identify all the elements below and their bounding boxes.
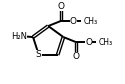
Text: CH₃: CH₃: [99, 38, 113, 47]
Text: S: S: [36, 50, 41, 59]
Text: O: O: [70, 16, 77, 26]
Text: CH₃: CH₃: [84, 16, 98, 26]
Text: O: O: [72, 52, 80, 61]
Text: H₂N: H₂N: [11, 32, 27, 41]
Text: O: O: [85, 38, 92, 47]
Text: O: O: [57, 2, 64, 11]
